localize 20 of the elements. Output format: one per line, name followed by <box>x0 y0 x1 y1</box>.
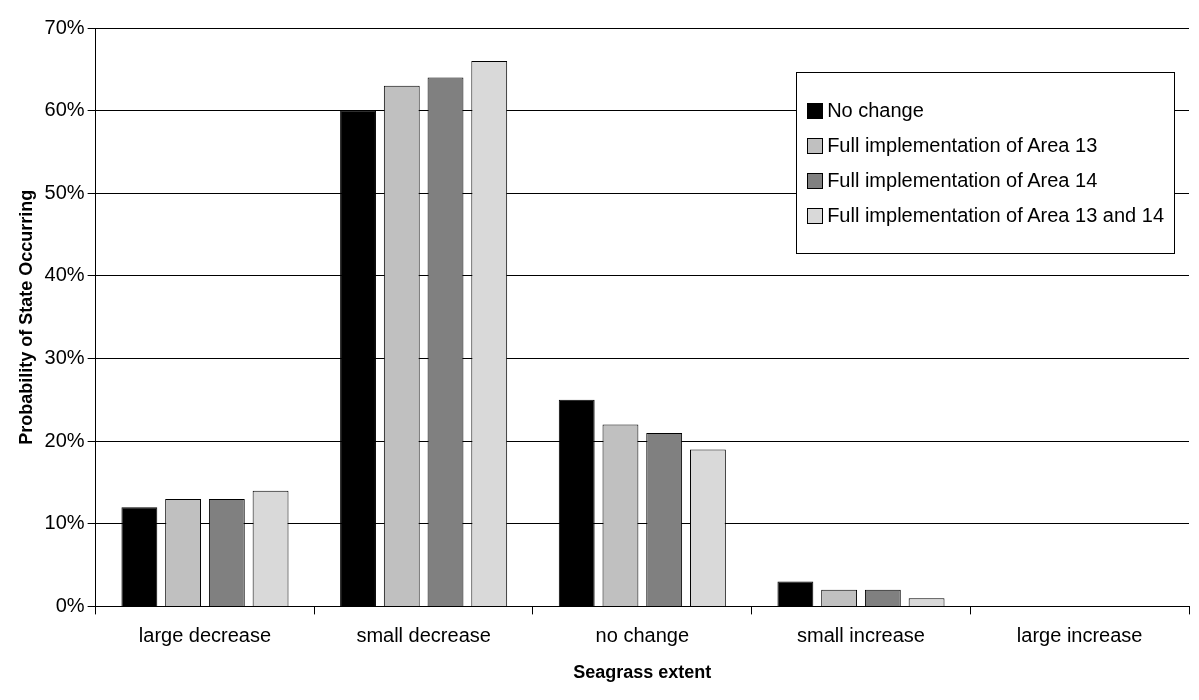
x-tick-label: small increase <box>797 623 925 646</box>
y-tick-label: 40% <box>44 263 85 286</box>
x-axis-title: Seagrass extent <box>573 662 712 683</box>
y-tick-label: 20% <box>44 428 85 451</box>
legend-label: Full implementation of Area 13 and 14 <box>827 204 1164 227</box>
x-tick-label: no change <box>595 623 690 646</box>
y-tick-label: 50% <box>44 180 85 203</box>
bar <box>777 581 814 606</box>
x-tick-label: small decrease <box>356 623 491 646</box>
legend-label: Full implementation of Area 14 <box>827 169 1098 192</box>
x-tick-label: large decrease <box>138 623 272 646</box>
y-tick-label: 10% <box>44 511 85 534</box>
x-tick-label: large increase <box>1016 623 1143 646</box>
y-tick-label: 30% <box>44 346 85 369</box>
legend-label: Full implementation of Area 13 <box>827 134 1098 157</box>
y-tick-label: 70% <box>44 15 85 38</box>
legend-label: No change <box>827 99 924 122</box>
y-tick-label: 0% <box>55 593 85 616</box>
y-axis-title: Probability of State Occurring <box>15 189 36 445</box>
y-tick-label: 60% <box>44 98 85 121</box>
